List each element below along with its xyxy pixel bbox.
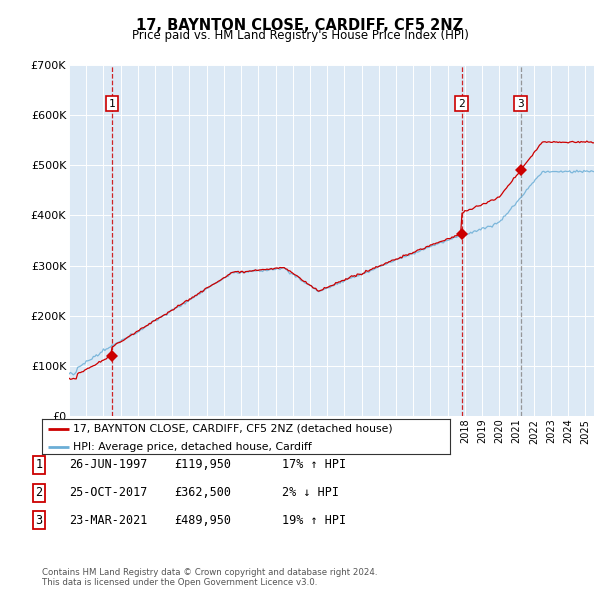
Text: 17, BAYNTON CLOSE, CARDIFF, CF5 2NZ: 17, BAYNTON CLOSE, CARDIFF, CF5 2NZ — [136, 18, 464, 32]
Text: 1: 1 — [35, 458, 43, 471]
Text: 23-MAR-2021: 23-MAR-2021 — [69, 514, 148, 527]
Text: 2: 2 — [458, 99, 465, 109]
Text: 3: 3 — [517, 99, 524, 109]
Text: 25-OCT-2017: 25-OCT-2017 — [69, 486, 148, 499]
Text: 26-JUN-1997: 26-JUN-1997 — [69, 458, 148, 471]
Text: 3: 3 — [35, 514, 43, 527]
Text: £489,950: £489,950 — [174, 514, 231, 527]
Text: HPI: Average price, detached house, Cardiff: HPI: Average price, detached house, Card… — [73, 441, 311, 451]
Text: £119,950: £119,950 — [174, 458, 231, 471]
Text: 17% ↑ HPI: 17% ↑ HPI — [282, 458, 346, 471]
Text: Price paid vs. HM Land Registry's House Price Index (HPI): Price paid vs. HM Land Registry's House … — [131, 30, 469, 42]
Text: 1: 1 — [109, 99, 115, 109]
Text: 17, BAYNTON CLOSE, CARDIFF, CF5 2NZ (detached house): 17, BAYNTON CLOSE, CARDIFF, CF5 2NZ (det… — [73, 424, 392, 434]
Text: Contains HM Land Registry data © Crown copyright and database right 2024.
This d: Contains HM Land Registry data © Crown c… — [42, 568, 377, 587]
Text: £362,500: £362,500 — [174, 486, 231, 499]
Text: 2% ↓ HPI: 2% ↓ HPI — [282, 486, 339, 499]
Text: 2: 2 — [35, 486, 43, 499]
Text: 19% ↑ HPI: 19% ↑ HPI — [282, 514, 346, 527]
